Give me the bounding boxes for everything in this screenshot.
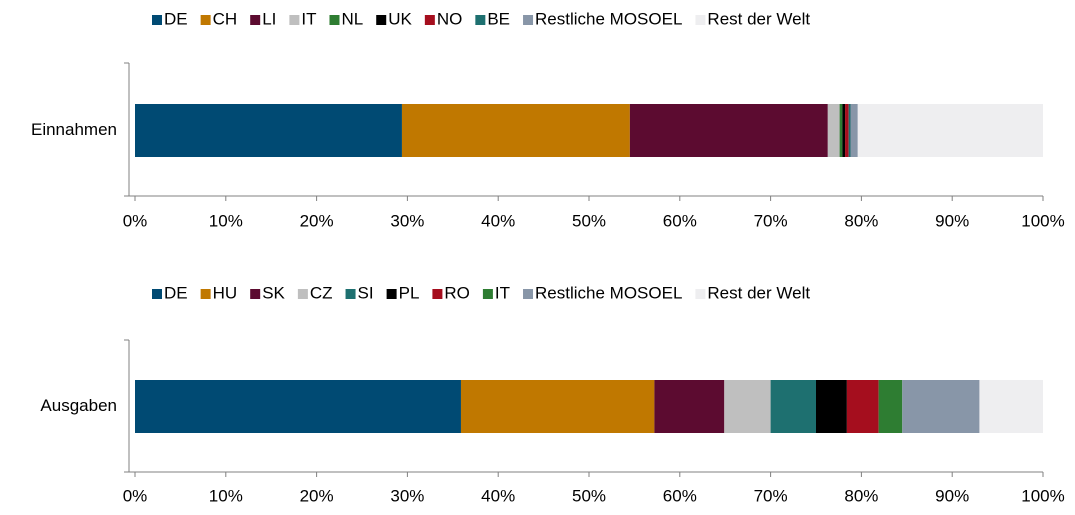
legend-swatch xyxy=(523,289,534,299)
legend-label: LI xyxy=(262,9,276,28)
x-tick-label: 0% xyxy=(123,486,148,505)
x-tick-label: 40% xyxy=(481,486,515,505)
legend-label: IT xyxy=(301,9,316,28)
x-tick-label: 80% xyxy=(844,486,878,505)
bar-segment xyxy=(845,104,849,157)
legend-swatch xyxy=(424,15,435,25)
legend-swatch xyxy=(200,15,211,25)
x-tick-label: 70% xyxy=(754,486,788,505)
bar-segment xyxy=(654,380,725,433)
legend-swatch xyxy=(482,289,493,299)
bar-segment xyxy=(846,380,879,433)
bar-segment xyxy=(878,380,903,433)
bar-segment xyxy=(827,104,840,157)
x-tick-label: 90% xyxy=(935,486,969,505)
bar-segment xyxy=(135,380,461,433)
bar-segment xyxy=(724,380,771,433)
bar-segment xyxy=(850,104,858,157)
legend-label: NL xyxy=(341,9,363,28)
legend-label: CZ xyxy=(310,283,333,302)
legend-label: CH xyxy=(213,9,238,28)
legend-label: Restliche MOSOEL xyxy=(535,283,682,302)
legend-label: BE xyxy=(487,9,510,28)
legend-label: PL xyxy=(399,283,420,302)
x-tick-label: 20% xyxy=(300,211,334,230)
legend-swatch xyxy=(695,15,706,25)
legend-swatch xyxy=(289,15,300,25)
x-tick-label: 50% xyxy=(572,211,606,230)
legend-swatch xyxy=(376,15,387,25)
x-tick-label: 10% xyxy=(209,486,243,505)
legend-swatch xyxy=(523,15,534,25)
bar-segment xyxy=(629,104,828,157)
x-tick-label: 100% xyxy=(1021,211,1064,230)
legend-label: HU xyxy=(213,283,238,302)
legend-label: IT xyxy=(495,283,510,302)
bar-segment xyxy=(848,104,851,157)
legend-swatch xyxy=(475,15,486,25)
legend-swatch xyxy=(345,289,356,299)
x-tick-label: 50% xyxy=(572,486,606,505)
legend-swatch xyxy=(386,289,397,299)
bar-segment xyxy=(979,380,1043,433)
x-tick-label: 30% xyxy=(390,486,424,505)
legend-label: NO xyxy=(437,9,463,28)
legend-label: RO xyxy=(444,283,470,302)
category-label: Einnahmen xyxy=(31,120,117,139)
legend-swatch xyxy=(695,289,706,299)
legend-label: UK xyxy=(388,9,412,28)
legend-label: Restliche MOSOEL xyxy=(535,9,682,28)
bar-segment xyxy=(135,104,402,157)
x-tick-label: 100% xyxy=(1021,486,1064,505)
legend-swatch xyxy=(250,289,261,299)
legend-swatch xyxy=(200,289,211,299)
x-tick-label: 70% xyxy=(754,211,788,230)
x-tick-label: 60% xyxy=(663,211,697,230)
legend-label: Rest der Welt xyxy=(707,9,810,28)
x-tick-label: 40% xyxy=(481,211,515,230)
legend-swatch xyxy=(152,15,162,25)
x-tick-label: 10% xyxy=(209,211,243,230)
bar-segment xyxy=(902,380,980,433)
x-tick-label: 80% xyxy=(844,211,878,230)
bar-segment xyxy=(460,380,655,433)
x-tick-label: 0% xyxy=(123,211,148,230)
x-tick-label: 90% xyxy=(935,211,969,230)
legend-label: SK xyxy=(262,283,285,302)
bar-segment xyxy=(401,104,630,157)
legend-swatch xyxy=(297,289,308,299)
legend-swatch xyxy=(432,289,443,299)
bar-segment xyxy=(857,104,1043,157)
bar-segment xyxy=(839,104,843,157)
legend-swatch xyxy=(250,15,261,25)
bar-segment xyxy=(770,380,816,433)
legend-label: DE xyxy=(164,283,188,302)
bar-segment xyxy=(842,104,846,157)
x-tick-label: 30% xyxy=(390,211,424,230)
legend-swatch xyxy=(329,15,340,25)
legend-label: SI xyxy=(358,283,374,302)
x-tick-label: 60% xyxy=(663,486,697,505)
x-tick-label: 20% xyxy=(300,486,334,505)
legend-label: DE xyxy=(164,9,188,28)
bar-segment xyxy=(816,380,847,433)
legend-swatch xyxy=(152,289,162,299)
legend-label: Rest der Welt xyxy=(707,283,810,302)
category-label: Ausgaben xyxy=(40,396,117,415)
